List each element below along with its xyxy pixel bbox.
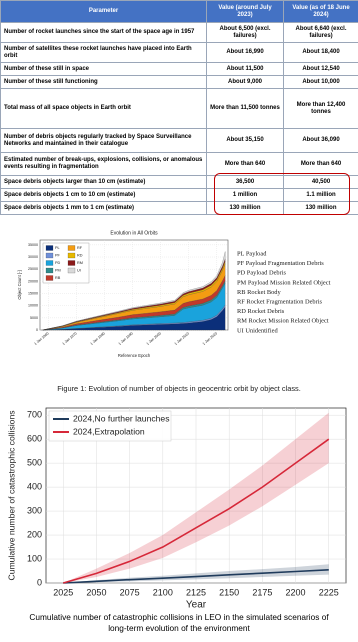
table-cell: Number of debris objects regularly track… bbox=[0, 128, 207, 153]
table-cell: Total mass of all space objects in Earth… bbox=[0, 88, 207, 129]
class-legend-label: RF Rocket Fragmentation Debris bbox=[237, 298, 323, 305]
y-tick-label: 400 bbox=[27, 481, 42, 491]
area bbox=[42, 251, 226, 331]
x-tick-label: 2100 bbox=[153, 587, 173, 597]
y-tick-label: 5000 bbox=[30, 316, 38, 320]
x-tick-label: 2025 bbox=[53, 587, 73, 597]
header-cell: Parameter bbox=[0, 0, 207, 23]
x-tick-label: 1 Jan 1990 bbox=[118, 331, 134, 346]
x-tick-label: 1 Jan 1970 bbox=[62, 331, 78, 346]
y-tick-label: 300 bbox=[27, 505, 42, 515]
x-tick-label: 2225 bbox=[319, 587, 339, 597]
x-tick-label: 1 Jan 1960 bbox=[33, 331, 49, 346]
x-tick-label: 1 Jan 2000 bbox=[146, 331, 162, 346]
legend-label: RF bbox=[77, 246, 83, 250]
x-tick-label: 2200 bbox=[286, 587, 306, 597]
uncertainty-band bbox=[63, 564, 329, 583]
class-legend-label: RM Rocket Mission Related Object bbox=[237, 318, 329, 325]
y-tick-label: 0 bbox=[36, 328, 38, 332]
class-legend-label: PL Payload bbox=[237, 250, 267, 257]
table-row: Space debris objects 1 mm to 1 cm (estim… bbox=[0, 201, 358, 215]
y-tick-label: 700 bbox=[27, 410, 42, 420]
class-legend-label: PD Payload Debris bbox=[237, 270, 287, 277]
legend-label: RD bbox=[77, 254, 83, 258]
table-cell: About 36,090 bbox=[283, 128, 358, 153]
y-tick-label: 20000 bbox=[28, 279, 38, 283]
legend-label: UI bbox=[77, 269, 81, 273]
y-tick-label: 200 bbox=[27, 529, 42, 539]
legend-label: 2024,No further launches bbox=[73, 413, 170, 423]
y-tick-label: 25000 bbox=[28, 267, 38, 271]
y-tick-label: 500 bbox=[27, 458, 42, 468]
legend-swatch bbox=[67, 267, 76, 274]
legend-label: 2024,Extrapolation bbox=[73, 426, 145, 436]
legend-swatch bbox=[45, 267, 54, 274]
legend-swatch bbox=[67, 252, 76, 259]
x-axis-label: Reference Epoch bbox=[118, 353, 151, 358]
y-tick-label: 0 bbox=[37, 577, 42, 587]
legend-label: PD bbox=[55, 261, 61, 265]
legend-label: PM bbox=[55, 269, 61, 273]
x-tick-label: 2075 bbox=[120, 587, 140, 597]
x-axis-label: Year bbox=[186, 600, 207, 611]
table-row: Space debris objects 1 cm to 10 cm (esti… bbox=[0, 188, 358, 202]
highlight-box bbox=[214, 173, 350, 215]
legend-box bbox=[48, 410, 172, 442]
x-tick-label: 2125 bbox=[186, 587, 206, 597]
line bbox=[63, 569, 329, 584]
legend-swatch bbox=[45, 245, 54, 251]
x-tick-label: 2150 bbox=[219, 587, 239, 597]
y-tick-label: 600 bbox=[27, 434, 42, 444]
x-tick-label: 1 Jan 1980 bbox=[90, 331, 106, 346]
y-tick-label: 30000 bbox=[28, 255, 38, 259]
x-tick-label: 1 Jan 2010 bbox=[174, 331, 190, 346]
table-cell: Estimated number of break-ups, explosion… bbox=[0, 152, 207, 176]
table-cell: More than 12,400 tonnes bbox=[283, 88, 358, 129]
table-row: Total mass of all space objects in Earth… bbox=[0, 88, 358, 129]
y-axis-label: Object Count [-] bbox=[17, 270, 22, 299]
y-tick-label: 35000 bbox=[28, 243, 38, 247]
table-cell: More than 640 bbox=[283, 152, 358, 176]
y-tick-label: 10000 bbox=[28, 304, 38, 308]
table-row: Estimated number of break-ups, explosion… bbox=[0, 152, 358, 176]
x-tick-label: 2175 bbox=[252, 587, 272, 597]
legend-swatch bbox=[67, 260, 76, 266]
x-tick-label: 1 Jan 2020 bbox=[202, 331, 218, 346]
class-legend-label: PF Payload Fragmentation Debris bbox=[237, 260, 324, 267]
legend-label: PF bbox=[55, 254, 61, 258]
y-axis-label: Cumulative number of catastrophic collis… bbox=[6, 410, 16, 580]
line bbox=[63, 438, 330, 584]
header-cell: Value (around July 2023) bbox=[206, 0, 284, 23]
legend-label: PL bbox=[55, 246, 60, 250]
legend-label: RB bbox=[55, 276, 61, 280]
chart-title: Evolution in All Orbits bbox=[110, 230, 158, 236]
figure-caption: Cumulative number of catastrophic collis… bbox=[29, 612, 329, 633]
y-tick-label: 100 bbox=[27, 553, 42, 563]
legend-label: RM bbox=[77, 261, 83, 265]
table-cell: More than 640 bbox=[206, 152, 284, 176]
class-legend-label: UI Unidentified bbox=[237, 327, 278, 334]
legend-swatch bbox=[67, 245, 76, 251]
legend-swatch bbox=[45, 252, 54, 259]
legend-swatch bbox=[45, 275, 54, 281]
class-legend-label: RB Rocket Body bbox=[237, 289, 281, 296]
table-cell: More than 11,500 tonnes bbox=[206, 88, 284, 129]
x-tick-label: 2050 bbox=[86, 587, 106, 597]
legend-swatch bbox=[45, 260, 54, 266]
class-legend-label: RD Rocket Debris bbox=[237, 308, 285, 315]
table-row: Number of satellites these rocket launch… bbox=[0, 42, 358, 63]
y-tick-label: 15000 bbox=[28, 291, 38, 295]
class-legend-label: PM Payload Mission Related Object bbox=[237, 279, 331, 286]
figure-caption: Figure 1: Evolution of number of objects… bbox=[57, 384, 301, 393]
data-table: Parameter Value (around July 2023) Value… bbox=[0, 0, 358, 215]
